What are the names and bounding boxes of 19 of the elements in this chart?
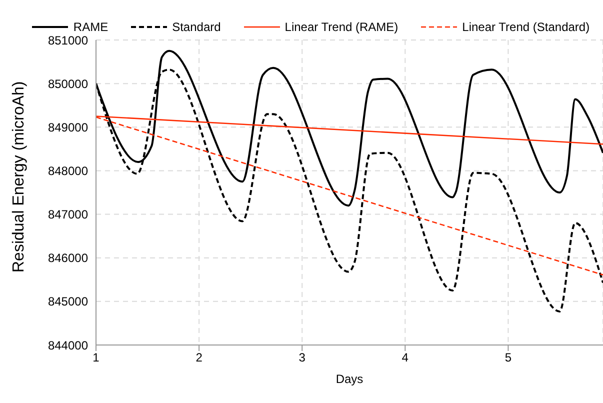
y-tick-label: 850000	[48, 76, 88, 91]
x-tick-label: 3	[298, 350, 306, 365]
legend-label: Linear Trend (RAME)	[284, 20, 398, 34]
x-tick-label: 5	[504, 350, 512, 365]
y-tick-label: 846000	[48, 251, 88, 266]
y-tick-label: 848000	[48, 164, 88, 178]
x-axis-title: Days	[336, 372, 364, 386]
y-axis-title: Residual Energy (microAh)	[10, 81, 28, 272]
y-tick-label: 851000	[48, 33, 88, 48]
y-tick-label: 845000	[48, 294, 88, 309]
y-tick-label: 847000	[48, 208, 88, 222]
x-tick-label: 2	[196, 350, 203, 365]
legend-label: Linear Trend (Standard)	[461, 20, 590, 34]
x-tick-label: 1	[92, 350, 100, 365]
y-tick-label: 844000	[48, 338, 88, 352]
legend-label: RAME	[72, 20, 108, 34]
legend-label: Standard	[171, 20, 221, 34]
y-tick-label: 849000	[48, 120, 88, 134]
x-tick-label: 4	[402, 350, 409, 365]
